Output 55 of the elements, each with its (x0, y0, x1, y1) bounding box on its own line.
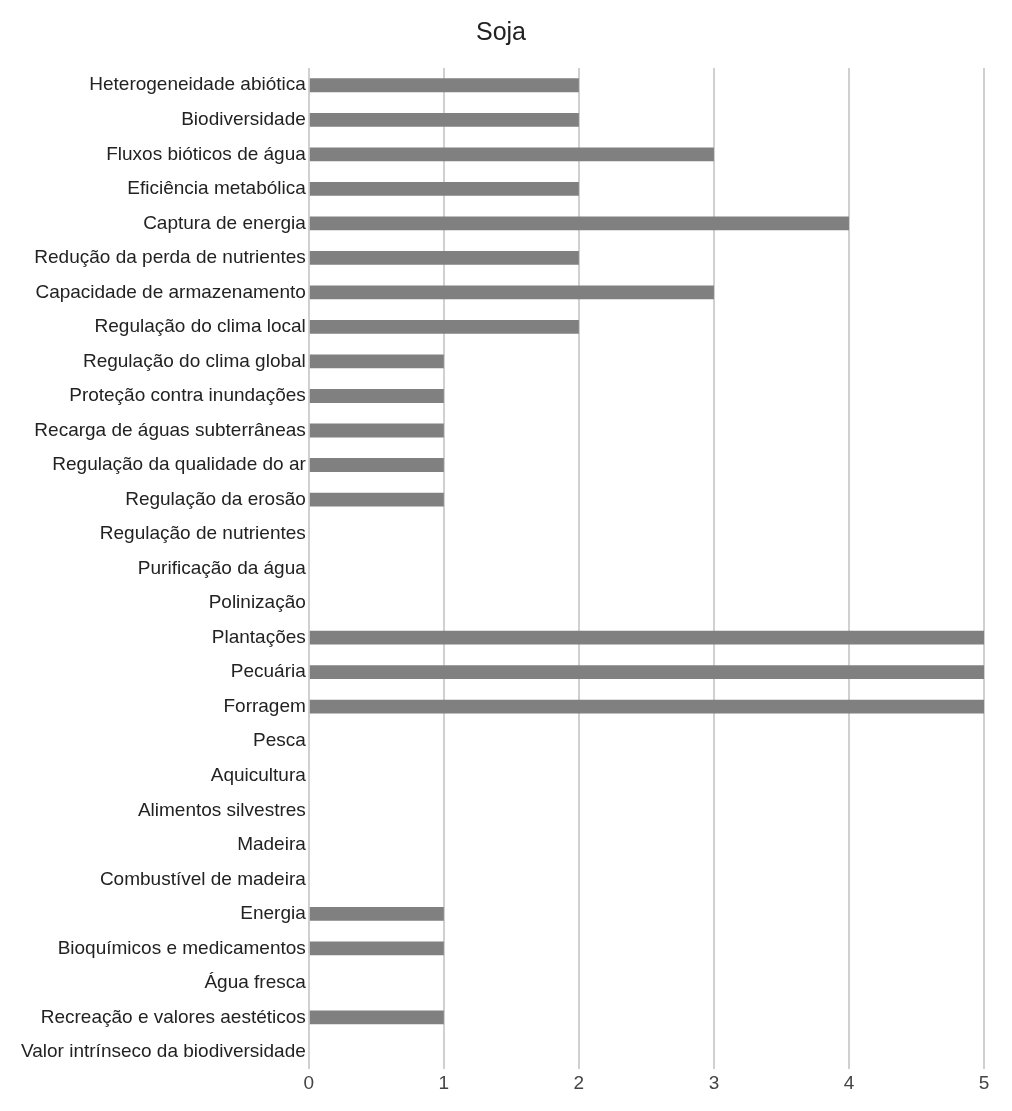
y-tick-label: Pesca (253, 729, 307, 751)
y-tick-label: Regulação da erosão (125, 487, 306, 509)
y-tick-label: Polinização (208, 591, 306, 613)
y-tick-label: Capacidade de armazenamento (35, 280, 306, 302)
y-tick-label: Bioquímicos e medicamentos (57, 936, 306, 958)
y-tick-label: Captura de energia (143, 211, 307, 233)
x-tick-label: 3 (708, 1071, 720, 1093)
bar (309, 216, 849, 231)
y-tick-label: Aquicultura (210, 763, 307, 785)
y-tick-label: Água fresca (204, 971, 307, 993)
y-tick-label: Pecuária (230, 660, 307, 682)
y-tick-label: Fluxos bióticos de água (106, 142, 307, 164)
x-tick-label: 0 (303, 1071, 315, 1093)
y-tick-label: Forragem (223, 694, 306, 716)
y-tick-label: Regulação do clima global (82, 349, 306, 371)
y-tick-label: Regulação de nutrientes (99, 522, 306, 544)
y-tick-label: Plantações (211, 625, 306, 647)
y-tick-label: Regulação do clima local (94, 315, 306, 337)
bar (309, 458, 444, 472)
bar (309, 250, 579, 265)
bar (309, 492, 444, 507)
bar (309, 181, 579, 196)
x-tick-label: 1 (438, 1071, 450, 1093)
bar (309, 285, 714, 300)
y-tick-label: Biodiversidade (181, 108, 306, 130)
y-tick-label: Recarga de águas subterrâneas (34, 418, 306, 440)
bar (309, 354, 444, 369)
bar (309, 906, 444, 921)
y-tick-label: Recreação e valores aestéticos (40, 1005, 306, 1027)
bar (309, 665, 984, 680)
y-tick-label: Alimentos silvestres (137, 798, 306, 820)
bar (309, 78, 579, 93)
bar (309, 320, 579, 334)
y-tick-label: Madeira (237, 833, 307, 855)
y-tick-label: Eficiência metabólica (127, 177, 307, 199)
y-tick-label: Combustível de madeira (99, 867, 307, 889)
bar (309, 147, 714, 162)
bar (309, 630, 984, 645)
bar (309, 941, 444, 956)
bar (309, 389, 444, 403)
y-tick-label: Valor intrínseco da biodiversidade (20, 1040, 306, 1062)
y-tick-label: Purificação da água (137, 556, 307, 578)
bar (309, 112, 579, 127)
y-tick-label: Redução da perda de nutrientes (34, 246, 306, 268)
bar (309, 423, 444, 438)
y-tick-label: Energia (240, 902, 307, 924)
x-tick-label: 2 (573, 1071, 585, 1093)
x-tick-label: 5 (978, 1071, 990, 1093)
y-tick-label: Regulação da qualidade do ar (52, 453, 307, 475)
y-tick-label: Heterogeneidade abiótica (89, 73, 307, 95)
bar (309, 1010, 444, 1025)
y-tick-label: Proteção contra inundações (69, 384, 306, 406)
chart-title: Soja (475, 16, 527, 45)
x-tick-label: 4 (843, 1071, 855, 1093)
bar (309, 699, 984, 714)
